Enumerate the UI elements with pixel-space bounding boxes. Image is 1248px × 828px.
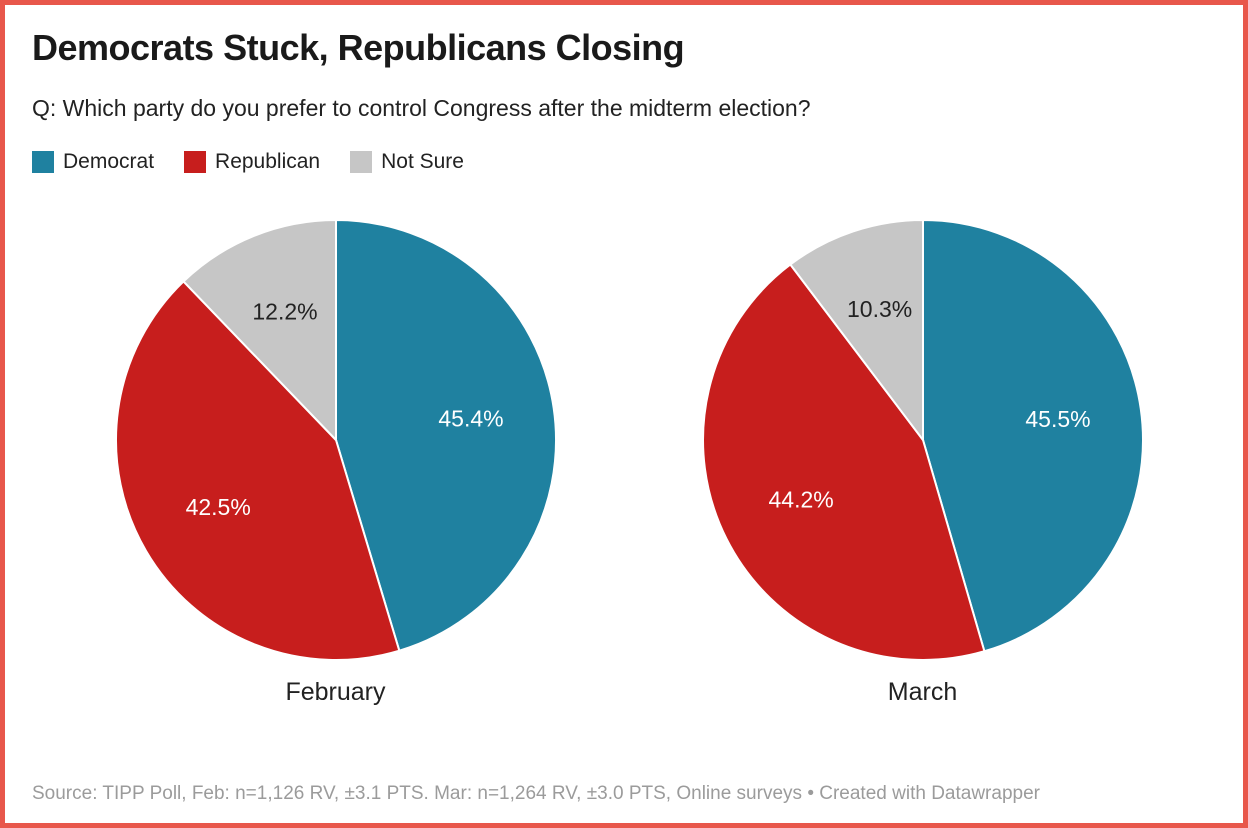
legend-item-democrat: Democrat [32,150,154,174]
slice-value-label: 42.5% [185,494,250,520]
slice-value-label: 45.5% [1025,406,1090,432]
source-line: Source: TIPP Poll, Feb: n=1,126 RV, ±3.1… [32,783,1040,805]
source-text: Source: TIPP Poll, Feb: n=1,126 RV, ±3.1… [32,783,803,804]
slice-value-label: 44.2% [768,486,833,512]
legend-label: Republican [215,150,321,174]
legend-label: Not Sure [381,150,464,174]
chart-block-february: 45.4% 42.5% 12.2% February [42,218,629,707]
pie-month-label-march: March [887,678,958,707]
slice-value-label: 45.4% [438,405,503,431]
pie-slice-democrat[interactable] [921,219,1144,653]
separator-dot: • [807,783,814,804]
charts-row: 45.4% 42.5% 12.2% February 45.5% 44.2% 10.3%… [32,218,1216,707]
pie-chart-february: 45.4% 42.5% 12.2% [114,219,557,662]
democrat-swatch-icon [32,151,54,174]
legend: Democrat Republican Not Sure [32,150,1216,174]
pie-slice-not-sure[interactable] [182,219,337,442]
legend-label: Democrat [63,150,155,174]
pie-slice-democrat[interactable] [334,219,557,652]
pie-month-label-february: February [285,678,386,707]
legend-item-not-sure: Not Sure [350,150,464,174]
slice-value-label: 10.3% [846,296,911,322]
republican-swatch-icon [184,151,207,174]
not-sure-swatch-icon [350,151,373,174]
datawrapper-credit-link[interactable]: Created with Datawrapper [819,783,1040,804]
page-title: Democrats Stuck, Republicans Closing [32,27,685,68]
pie-chart-march: 45.5% 44.2% 10.3% [701,219,1144,662]
pie-slice-not-sure[interactable] [788,219,924,442]
chart-block-march: 45.5% 44.2% 10.3% March [629,218,1216,707]
pie-slice-republican[interactable] [114,280,400,662]
legend-item-republican: Republican [184,150,320,174]
pie-slice-republican[interactable] [701,263,985,662]
chart-subtitle-question: Q: Which party do you prefer to control … [32,94,811,121]
slice-value-label: 12.2% [252,299,317,325]
